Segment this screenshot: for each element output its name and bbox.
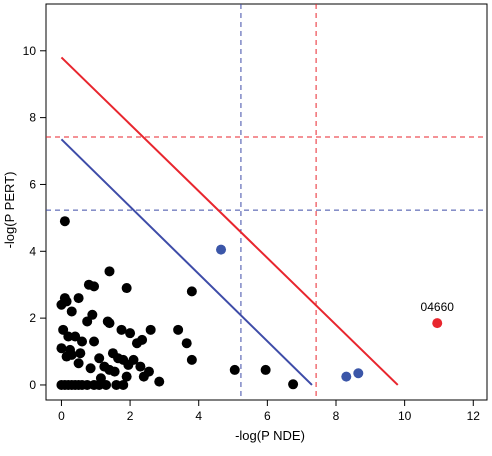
plot-layers: 0 2 4 6 8 10 12 0 2 4 6 8 10 04660 <box>23 3 488 423</box>
x-tick-label-0: 0 <box>58 409 65 423</box>
black-point-16 <box>70 331 81 342</box>
plot-frame <box>45 3 488 401</box>
black-point-14 <box>104 318 115 329</box>
y-tick-label-0: 0 <box>29 378 36 392</box>
black-point-63 <box>101 379 112 390</box>
black-point-49 <box>186 354 197 365</box>
y-tick-label-2: 2 <box>29 311 36 325</box>
black-point-65 <box>118 379 129 390</box>
black-point-9 <box>186 286 197 297</box>
black-point-51 <box>260 364 271 375</box>
black-point-3 <box>61 296 72 307</box>
y-tick-label-6: 6 <box>29 177 36 191</box>
black-point-4 <box>73 293 84 304</box>
black-point-0 <box>59 216 70 227</box>
blue-point-0 <box>216 244 227 255</box>
black-point-52 <box>288 379 299 390</box>
red-diagonal-line <box>60 56 399 386</box>
black-point-36 <box>135 361 146 372</box>
black-point-44 <box>121 371 132 382</box>
y-tick-label-10: 10 <box>23 44 37 58</box>
point-annotation: 04660 <box>421 300 455 314</box>
black-point-30 <box>94 353 105 364</box>
y-tick-label-4: 4 <box>29 244 36 258</box>
black-point-18 <box>77 336 88 347</box>
black-point-48 <box>181 338 192 349</box>
black-point-29 <box>61 351 72 362</box>
x-axis-label: -log(P NDE) <box>235 428 305 443</box>
black-point-28 <box>75 348 86 359</box>
x-tick-label-6: 6 <box>264 409 271 423</box>
black-point-7 <box>104 266 115 277</box>
x-tick-label-8: 8 <box>333 409 340 423</box>
black-point-41 <box>73 358 84 369</box>
black-point-17 <box>58 324 69 335</box>
black-point-10 <box>66 306 77 317</box>
x-tick-label-10: 10 <box>398 409 412 423</box>
black-point-19 <box>56 343 67 354</box>
black-point-21 <box>89 336 100 347</box>
black-point-38 <box>109 366 120 377</box>
black-point-12 <box>82 316 93 327</box>
blue-diagonal-line <box>60 138 313 386</box>
black-point-24 <box>145 324 156 335</box>
blue-point-2 <box>353 368 364 379</box>
black-point-50 <box>229 364 240 375</box>
black-point-62 <box>94 379 105 390</box>
blue-point-1 <box>341 371 352 382</box>
x-tick-label-12: 12 <box>467 409 481 423</box>
black-point-64 <box>111 379 122 390</box>
black-point-6 <box>89 281 100 292</box>
black-point-23 <box>125 328 136 339</box>
x-tick-label-4: 4 <box>195 409 202 423</box>
red-point-0 <box>432 318 443 329</box>
black-point-39 <box>123 359 134 370</box>
black-point-22 <box>116 324 127 335</box>
black-point-26 <box>131 338 142 349</box>
black-point-8 <box>121 283 132 294</box>
black-point-60 <box>82 379 93 390</box>
black-point-47 <box>173 324 184 335</box>
black-point-46 <box>154 376 165 387</box>
y-axis-label: -log(P PERT) <box>2 172 17 249</box>
black-point-45 <box>138 371 149 382</box>
x-tick-label-2: 2 <box>127 409 134 423</box>
black-point-42 <box>85 363 96 374</box>
y-tick-label-8: 8 <box>29 111 36 125</box>
